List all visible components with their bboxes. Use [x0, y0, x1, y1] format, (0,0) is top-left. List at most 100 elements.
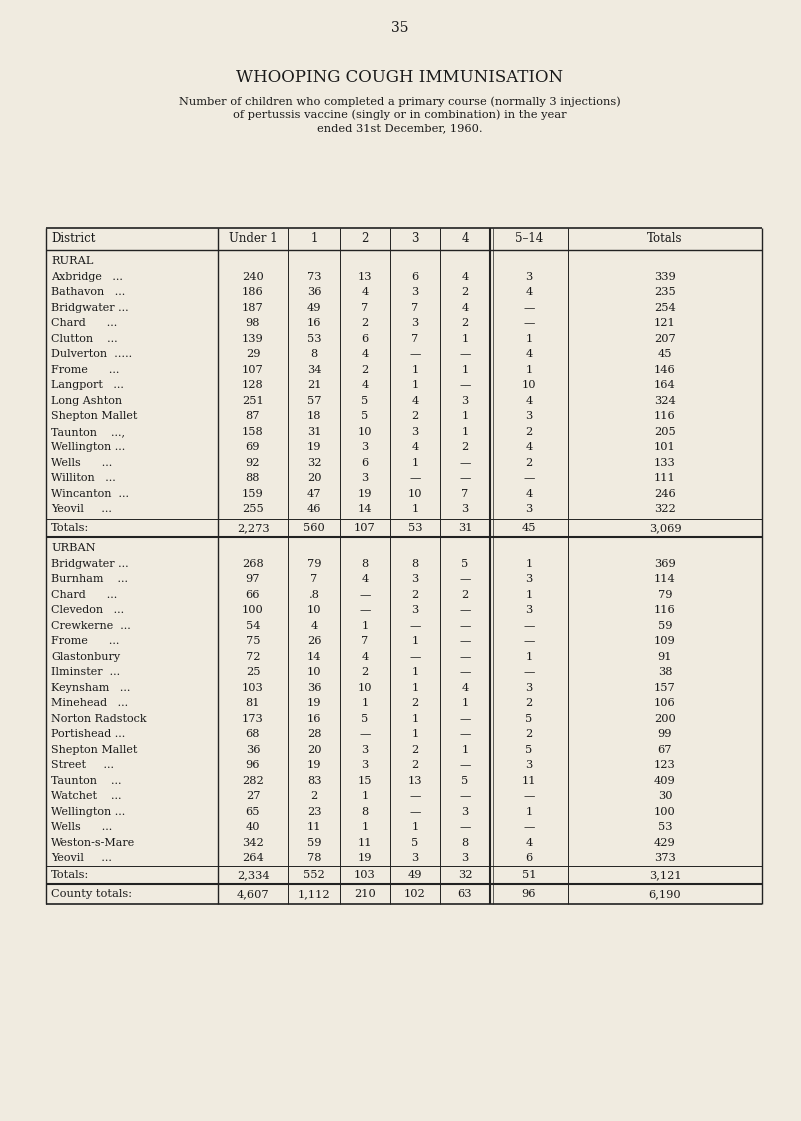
Text: Wincanton  ...: Wincanton ...	[51, 489, 129, 499]
Text: 1: 1	[461, 334, 469, 344]
Text: 3: 3	[525, 271, 533, 281]
Text: 20: 20	[307, 473, 321, 483]
Text: 67: 67	[658, 744, 672, 754]
Text: 3: 3	[412, 318, 419, 328]
Text: 1: 1	[412, 822, 419, 832]
Text: 255: 255	[242, 504, 264, 515]
Text: 31: 31	[457, 524, 473, 532]
Text: 27: 27	[246, 791, 260, 802]
Text: Wells      ...: Wells ...	[51, 457, 112, 467]
Text: 139: 139	[242, 334, 264, 344]
Text: Burnham    ...: Burnham ...	[51, 574, 128, 584]
Text: RURAL: RURAL	[51, 256, 94, 266]
Text: Yeovil     ...: Yeovil ...	[51, 853, 112, 863]
Text: 35: 35	[391, 21, 409, 35]
Text: 65: 65	[246, 807, 260, 817]
Text: Frome      ...: Frome ...	[51, 637, 119, 646]
Text: 409: 409	[654, 776, 676, 786]
Text: 8: 8	[461, 837, 469, 847]
Text: 3: 3	[361, 473, 368, 483]
Text: of pertussis vaccine (singly or in combination) in the year: of pertussis vaccine (singly or in combi…	[233, 110, 567, 120]
Text: 159: 159	[242, 489, 264, 499]
Text: 324: 324	[654, 396, 676, 406]
Text: 3: 3	[411, 232, 419, 245]
Text: 173: 173	[242, 714, 264, 724]
Text: 2: 2	[361, 232, 368, 245]
Text: 36: 36	[307, 287, 321, 297]
Text: Totals:: Totals:	[51, 524, 89, 532]
Text: District: District	[51, 232, 95, 245]
Text: Wells      ...: Wells ...	[51, 822, 112, 832]
Text: 342: 342	[242, 837, 264, 847]
Text: 2: 2	[310, 791, 318, 802]
Text: 66: 66	[246, 590, 260, 600]
Text: 2: 2	[412, 744, 419, 754]
Text: 282: 282	[242, 776, 264, 786]
Text: 81: 81	[246, 698, 260, 708]
Text: 2: 2	[525, 698, 533, 708]
Text: 3: 3	[461, 853, 469, 863]
Text: —: —	[459, 651, 471, 661]
Text: Shepton Mallet: Shepton Mallet	[51, 744, 138, 754]
Text: Weston-s-Mare: Weston-s-Mare	[51, 837, 135, 847]
Text: 2: 2	[461, 590, 469, 600]
Text: 4: 4	[525, 443, 533, 452]
Text: 121: 121	[654, 318, 676, 328]
Text: 111: 111	[654, 473, 676, 483]
Text: 30: 30	[658, 791, 672, 802]
Text: Minehead   ...: Minehead ...	[51, 698, 128, 708]
Text: 3: 3	[525, 683, 533, 693]
Text: 1: 1	[361, 822, 368, 832]
Text: 2: 2	[525, 730, 533, 739]
Text: 3,069: 3,069	[649, 524, 682, 532]
Text: 102: 102	[405, 889, 426, 899]
Text: 6,190: 6,190	[649, 889, 682, 899]
Text: 3: 3	[525, 760, 533, 770]
Text: 91: 91	[658, 651, 672, 661]
Text: —: —	[409, 807, 421, 817]
Text: Dulverton  …..: Dulverton …..	[51, 350, 132, 359]
Text: —: —	[360, 605, 371, 615]
Text: 157: 157	[654, 683, 676, 693]
Text: 3: 3	[412, 427, 419, 437]
Text: 53: 53	[307, 334, 321, 344]
Text: 2,273: 2,273	[236, 524, 269, 532]
Text: 2: 2	[461, 318, 469, 328]
Text: 6: 6	[525, 853, 533, 863]
Text: 1: 1	[525, 651, 533, 661]
Text: Crewkerne  ...: Crewkerne ...	[51, 621, 131, 631]
Text: 1: 1	[361, 791, 368, 802]
Text: 373: 373	[654, 853, 676, 863]
Text: 2: 2	[525, 457, 533, 467]
Text: Chard      ...: Chard ...	[51, 590, 117, 600]
Text: —: —	[409, 473, 421, 483]
Text: 59: 59	[307, 837, 321, 847]
Text: 4: 4	[361, 350, 368, 359]
Text: 8: 8	[361, 807, 368, 817]
Text: 4: 4	[361, 287, 368, 297]
Text: 3: 3	[461, 396, 469, 406]
Text: 20: 20	[307, 744, 321, 754]
Text: 107: 107	[242, 364, 264, 374]
Text: Glastonbury: Glastonbury	[51, 651, 120, 661]
Text: 10: 10	[307, 605, 321, 615]
Text: —: —	[523, 621, 535, 631]
Text: 3: 3	[412, 605, 419, 615]
Text: 51: 51	[521, 870, 536, 880]
Text: 15: 15	[358, 776, 372, 786]
Text: 210: 210	[354, 889, 376, 899]
Text: 1: 1	[361, 621, 368, 631]
Text: 4: 4	[525, 396, 533, 406]
Text: 18: 18	[307, 411, 321, 421]
Text: .8: .8	[308, 590, 320, 600]
Text: 53: 53	[658, 822, 672, 832]
Text: —: —	[459, 730, 471, 739]
Text: 240: 240	[242, 271, 264, 281]
Text: 5: 5	[412, 837, 419, 847]
Text: 23: 23	[307, 807, 321, 817]
Text: 123: 123	[654, 760, 676, 770]
Text: 57: 57	[307, 396, 321, 406]
Text: 2: 2	[361, 667, 368, 677]
Text: 10: 10	[358, 683, 372, 693]
Text: 83: 83	[307, 776, 321, 786]
